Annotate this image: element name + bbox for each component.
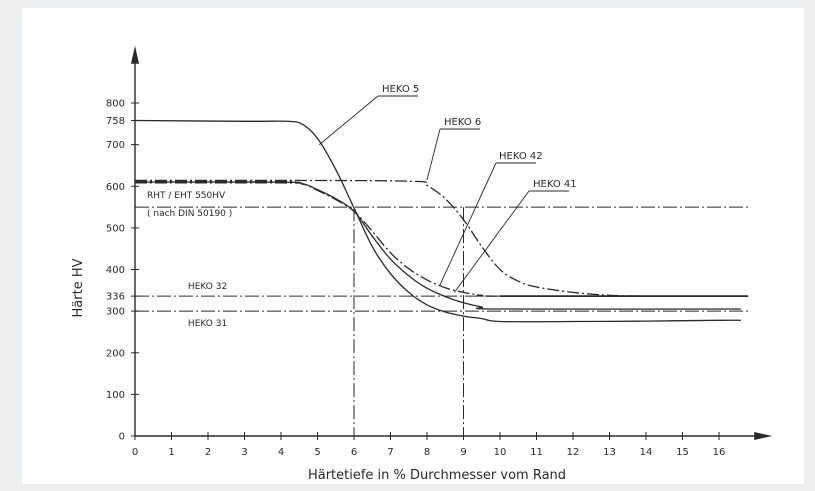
reference-line-label: HEKO 32 xyxy=(188,282,227,292)
annotation-leader xyxy=(439,162,497,286)
x-tick-label: 11 xyxy=(530,447,543,458)
annotation-leader xyxy=(426,128,441,181)
y-tick-label: 600 xyxy=(106,182,125,193)
x-tick-label: 10 xyxy=(494,447,507,458)
hardness-chart: 0 1 2 3 4 5 6 7 8 9 10 11 12 13 14 15 160100200300336400… xyxy=(71,45,773,483)
x-tick-label: 15 xyxy=(676,447,689,458)
y-tick-label: 500 xyxy=(106,223,125,234)
chart-panel: 0 1 2 3 4 5 6 7 8 9 10 11 12 13 14 15 16 0 100 200 300 336 400… xyxy=(22,8,804,484)
x-tick-label: 12 xyxy=(567,447,580,458)
series-annotation-label: HEKO 42 xyxy=(499,151,543,162)
x-tick-label: 14 xyxy=(640,447,653,458)
y-tick-label: 100 xyxy=(106,390,125,401)
y-axis-arrow xyxy=(131,45,139,64)
series-line-heko-41 xyxy=(134,181,741,310)
x-tick-label: 8 xyxy=(424,447,430,458)
x-tick-label: 0 xyxy=(132,447,138,458)
annotation-leader xyxy=(454,190,530,293)
x-axis-arrow xyxy=(754,432,773,440)
y-tick-label: 300 xyxy=(106,307,125,318)
series-line-heko-6 xyxy=(134,179,741,297)
x-tick-label: 7 xyxy=(387,447,393,458)
x-tick-label: 13 xyxy=(603,447,616,458)
reference-line-sublabel: ( nach DIN 50190 ) xyxy=(147,209,232,219)
series-line-heko-5 xyxy=(134,119,741,323)
x-tick-label: 9 xyxy=(460,447,466,458)
reference-line-label: RHT / EHT 550HV xyxy=(147,191,226,201)
reference-line-label: HEKO 31 xyxy=(188,319,227,329)
x-tick-label: 6 xyxy=(351,447,357,458)
series-line-heko-42 xyxy=(134,182,741,297)
x-tick-label: 5 xyxy=(314,447,320,458)
y-tick-label: 758 xyxy=(106,116,125,127)
x-tick-label: 1 xyxy=(168,447,174,458)
x-tick-label: 16 xyxy=(713,447,726,458)
y-axis-title: Härte HV xyxy=(71,258,86,317)
y-tick-label: 200 xyxy=(106,348,125,359)
y-tick-label: 800 xyxy=(106,99,125,110)
series-annotation-label: HEKO 5 xyxy=(382,84,419,95)
x-tick-label: 3 xyxy=(241,447,247,458)
x-tick-label: 4 xyxy=(278,447,284,458)
x-axis-title: Härtetiefe in % Durchmesser vom Rand xyxy=(308,468,566,483)
y-tick-label: 700 xyxy=(106,140,125,151)
y-tick-label: 336 xyxy=(106,292,125,303)
annotation-leader xyxy=(319,95,379,145)
x-tick-label: 2 xyxy=(205,447,211,458)
series-annotation-label: HEKO 6 xyxy=(444,117,481,128)
y-tick-label: 400 xyxy=(106,265,125,276)
series-annotation-label: HEKO 41 xyxy=(533,179,577,190)
y-tick-label: 0 xyxy=(119,432,125,443)
